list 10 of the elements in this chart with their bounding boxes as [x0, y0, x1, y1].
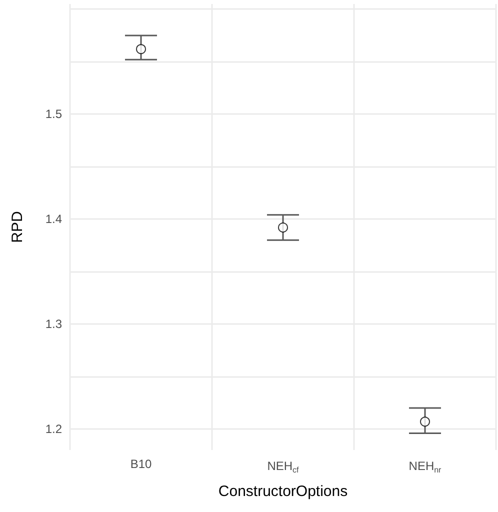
y-axis-title: RPD: [9, 211, 26, 243]
x-axis-title: ConstructorOptions: [218, 483, 348, 500]
y-tick-label: 1.3: [45, 317, 62, 332]
y-tick-label: 1.5: [45, 107, 62, 122]
point: [136, 44, 146, 54]
point: [420, 416, 430, 427]
point: [278, 222, 288, 233]
x-tick-label: B10: [130, 457, 152, 471]
y-tick-label: 1.4: [45, 212, 62, 226]
y-tick-label: 1.2: [45, 422, 62, 436]
